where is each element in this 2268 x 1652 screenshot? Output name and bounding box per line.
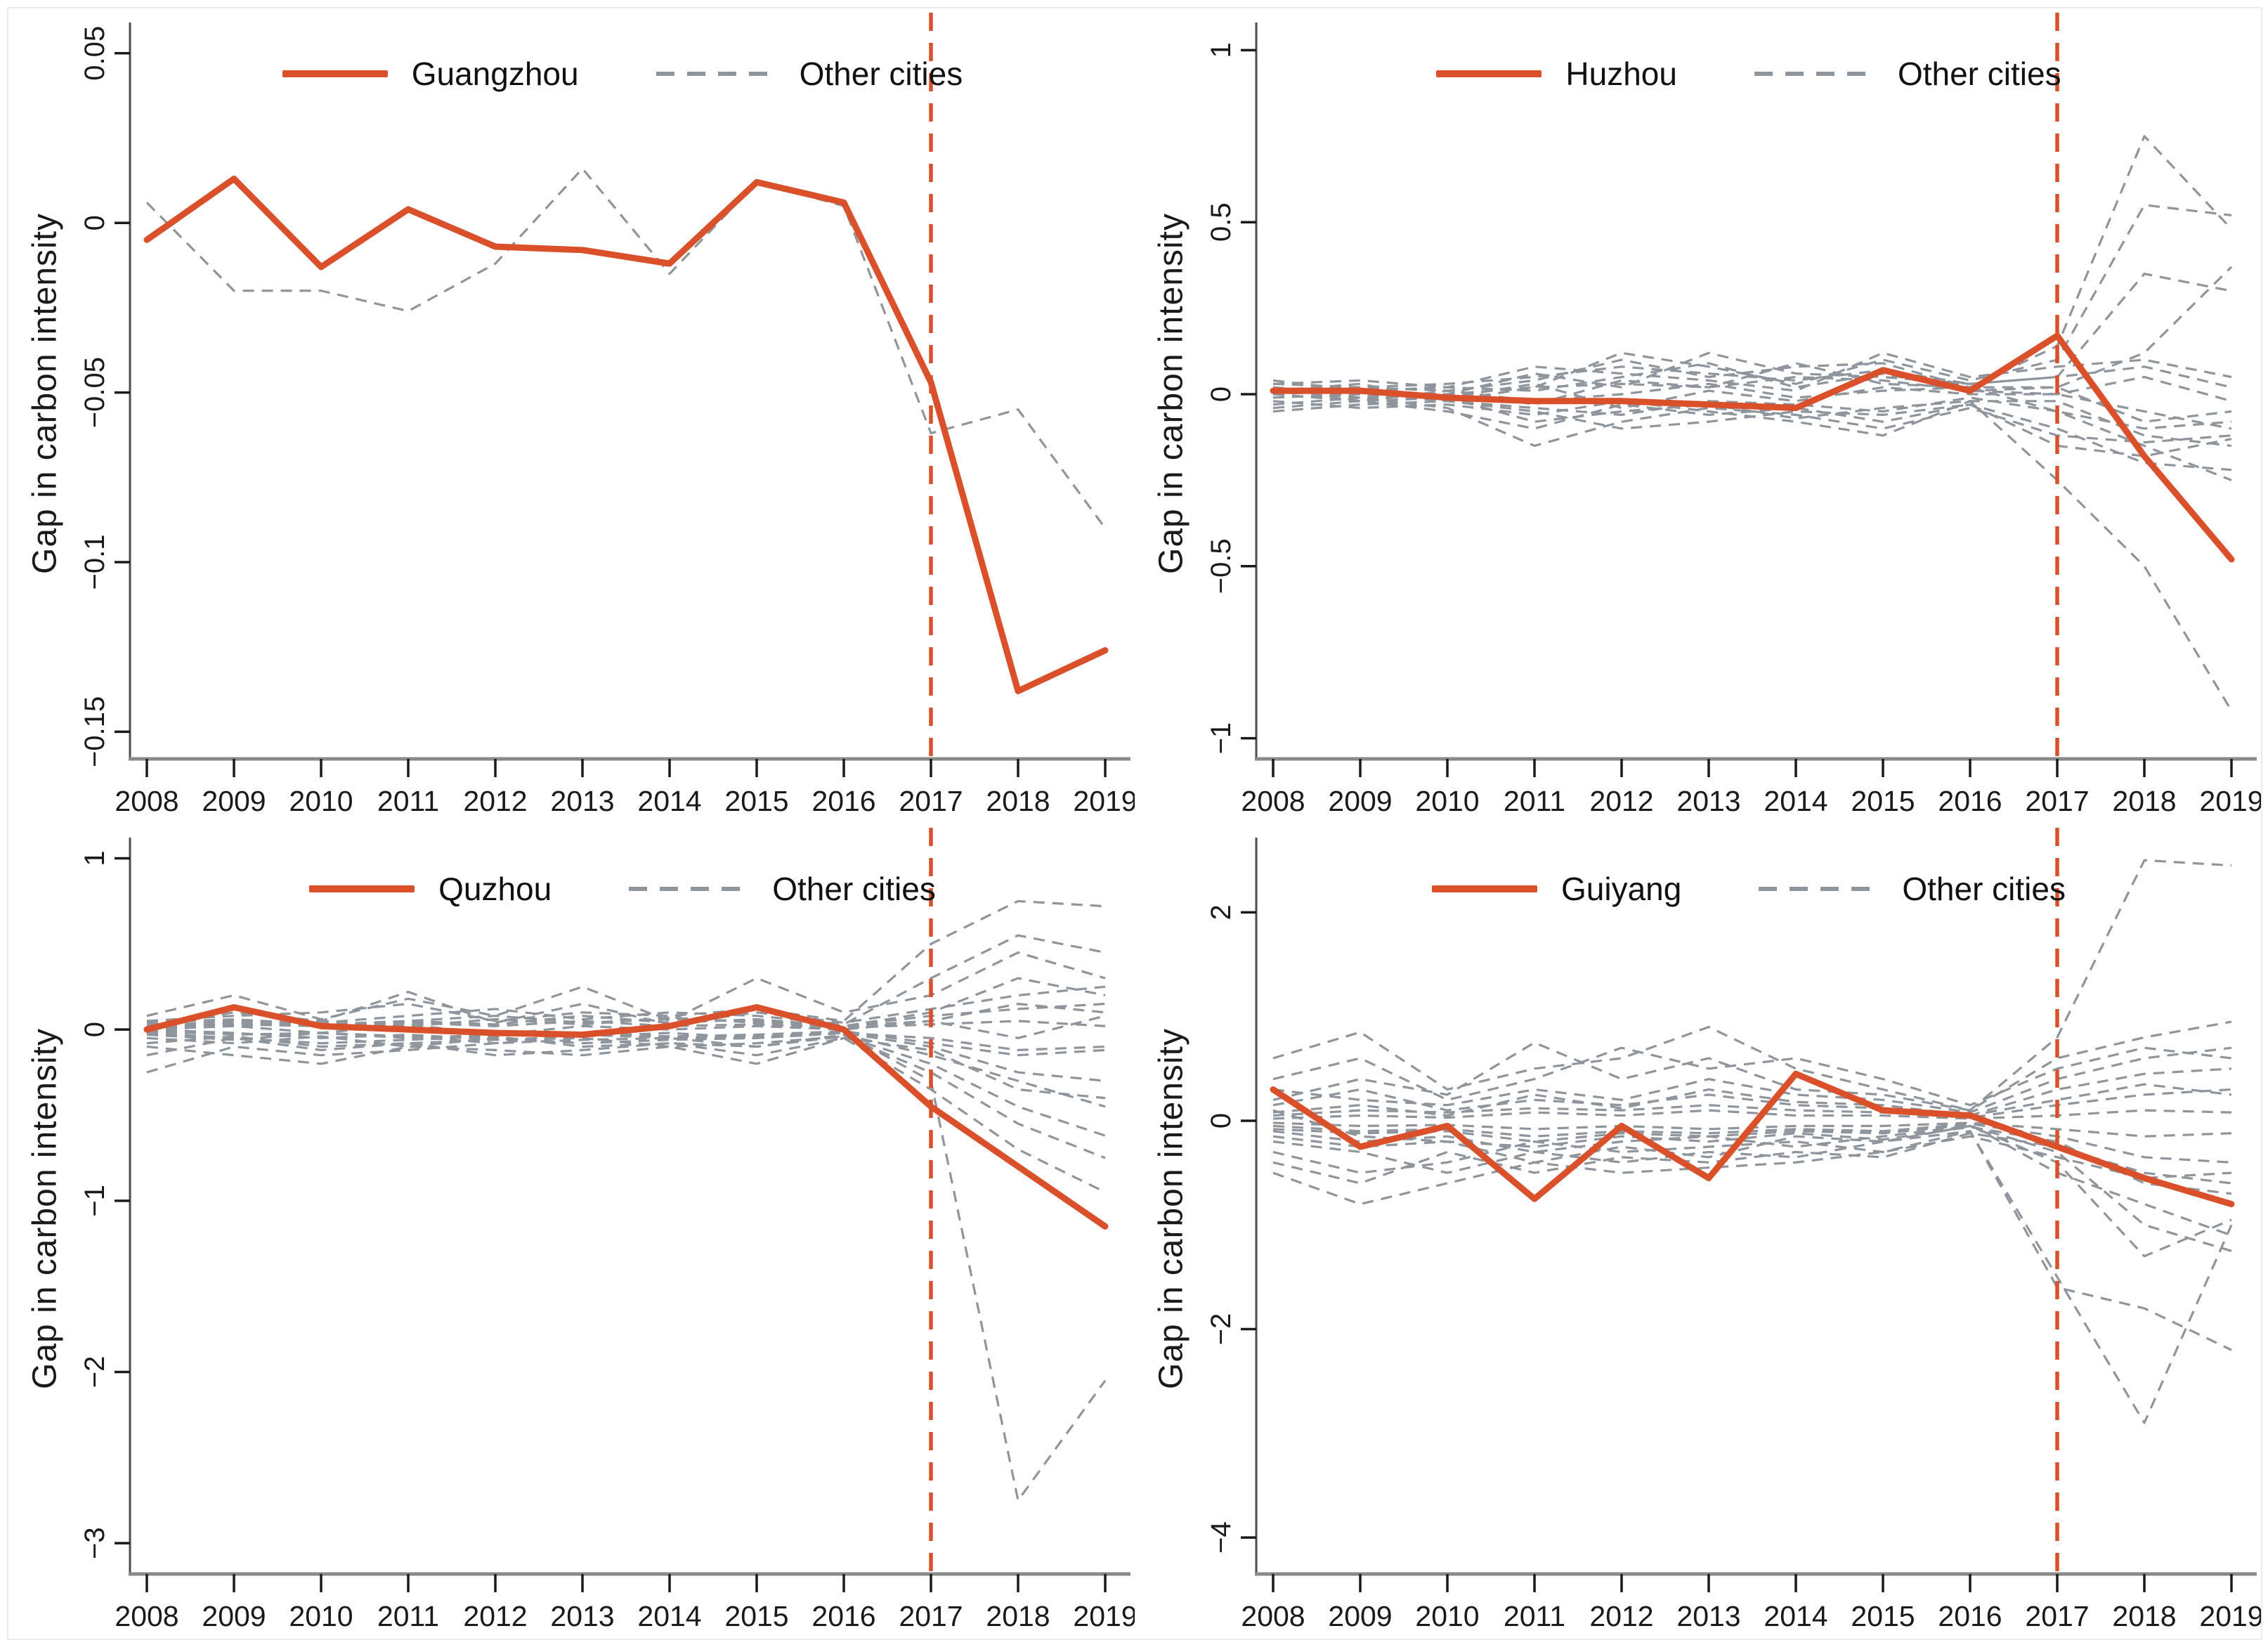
panel-guiyang: Gap in carbon intensity 2 0 −2 −4 2008 2009 20… — [1135, 824, 2261, 1639]
svg-text:2012: 2012 — [1589, 785, 1653, 817]
svg-text:−0.05: −0.05 — [79, 357, 110, 428]
svg-text:2009: 2009 — [202, 785, 266, 817]
plot-quzhou: 1 0 −1 −2 −3 2008 2009 2010 2011 2012 2013 2014 2015… — [79, 828, 1135, 1632]
svg-text:0: 0 — [1206, 386, 1237, 402]
svg-text:2016: 2016 — [812, 785, 875, 817]
svg-text:−0.1: −0.1 — [79, 534, 110, 590]
svg-text:2013: 2013 — [1676, 785, 1740, 817]
svg-text:2014: 2014 — [1764, 1600, 1827, 1632]
svg-text:−0.5: −0.5 — [1206, 538, 1237, 594]
svg-text:−2: −2 — [79, 1356, 110, 1388]
svg-text:2018: 2018 — [986, 785, 1050, 817]
svg-text:0: 0 — [1206, 1113, 1237, 1129]
svg-text:2014: 2014 — [1764, 785, 1827, 817]
plot-guiyang: 2 0 −2 −4 2008 2009 2010 2011 2012 2013 2014 2015 20… — [1206, 828, 2261, 1632]
svg-text:2010: 2010 — [289, 785, 353, 817]
svg-text:2018: 2018 — [986, 1600, 1050, 1632]
svg-text:2012: 2012 — [1589, 1600, 1653, 1632]
svg-text:−2: −2 — [1206, 1313, 1237, 1346]
svg-text:−4: −4 — [1206, 1521, 1237, 1554]
svg-text:2012: 2012 — [463, 785, 527, 817]
svg-text:2011: 2011 — [1504, 785, 1565, 817]
svg-text:2011: 2011 — [1504, 1600, 1565, 1632]
svg-text:2008: 2008 — [1241, 1600, 1305, 1632]
svg-text:1: 1 — [79, 850, 110, 866]
svg-text:0.05: 0.05 — [79, 26, 110, 81]
svg-text:2013: 2013 — [550, 785, 614, 817]
four-panel-carbon-intensity-figure: Gap in carbon intensity 0.05 0 −0.05 −0.1 −0… — [7, 7, 2262, 1640]
svg-text:2018: 2018 — [2112, 1600, 2176, 1632]
svg-text:0.5: 0.5 — [1206, 202, 1237, 242]
svg-text:2017: 2017 — [2025, 1600, 2089, 1632]
svg-text:2010: 2010 — [1415, 1600, 1479, 1632]
svg-text:2019: 2019 — [1073, 1600, 1135, 1632]
panel-huzhou: Gap in carbon intensity 1 0.5 0 −0.5 −1 2008 2… — [1135, 8, 2261, 824]
svg-text:2019: 2019 — [1073, 785, 1135, 817]
svg-text:2015: 2015 — [724, 1600, 788, 1632]
svg-text:2008: 2008 — [115, 1600, 178, 1632]
svg-text:2: 2 — [1206, 904, 1237, 920]
svg-text:0: 0 — [79, 1022, 110, 1037]
svg-text:2014: 2014 — [637, 785, 701, 817]
svg-text:−3: −3 — [79, 1527, 110, 1559]
svg-text:2017: 2017 — [2025, 785, 2089, 817]
svg-text:2016: 2016 — [1938, 785, 2002, 817]
svg-text:1: 1 — [1206, 42, 1237, 58]
svg-text:0: 0 — [79, 215, 110, 230]
panel-guangzhou: Gap in carbon intensity 0.05 0 −0.05 −0.1 −0… — [8, 8, 1135, 824]
svg-text:2012: 2012 — [463, 1600, 527, 1632]
svg-text:2013: 2013 — [1676, 1600, 1740, 1632]
svg-text:2016: 2016 — [1938, 1600, 2002, 1632]
svg-text:2009: 2009 — [1328, 785, 1392, 817]
svg-text:2009: 2009 — [202, 1600, 266, 1632]
svg-text:2011: 2011 — [377, 1600, 439, 1632]
svg-text:2016: 2016 — [812, 1600, 875, 1632]
svg-text:−0.15: −0.15 — [79, 696, 110, 767]
svg-text:2009: 2009 — [1328, 1600, 1392, 1632]
svg-text:2015: 2015 — [724, 785, 788, 817]
svg-text:2010: 2010 — [289, 1600, 353, 1632]
svg-text:2010: 2010 — [1415, 785, 1479, 817]
svg-text:2018: 2018 — [2112, 785, 2176, 817]
svg-text:2017: 2017 — [899, 785, 963, 817]
svg-text:−1: −1 — [79, 1185, 110, 1217]
svg-text:2011: 2011 — [377, 785, 439, 817]
panel-quzhou: Gap in carbon intensity 1 0 −1 −2 −3 2008 2009… — [8, 824, 1135, 1639]
svg-text:2019: 2019 — [2199, 1600, 2261, 1632]
svg-text:2008: 2008 — [1241, 785, 1305, 817]
svg-text:2014: 2014 — [637, 1600, 701, 1632]
svg-text:2008: 2008 — [115, 785, 178, 817]
svg-text:2013: 2013 — [550, 1600, 614, 1632]
svg-text:2019: 2019 — [2199, 785, 2261, 817]
svg-text:2015: 2015 — [1851, 785, 1915, 817]
svg-text:2017: 2017 — [899, 1600, 963, 1632]
svg-text:−1: −1 — [1206, 722, 1237, 755]
svg-text:2015: 2015 — [1851, 1600, 1915, 1632]
